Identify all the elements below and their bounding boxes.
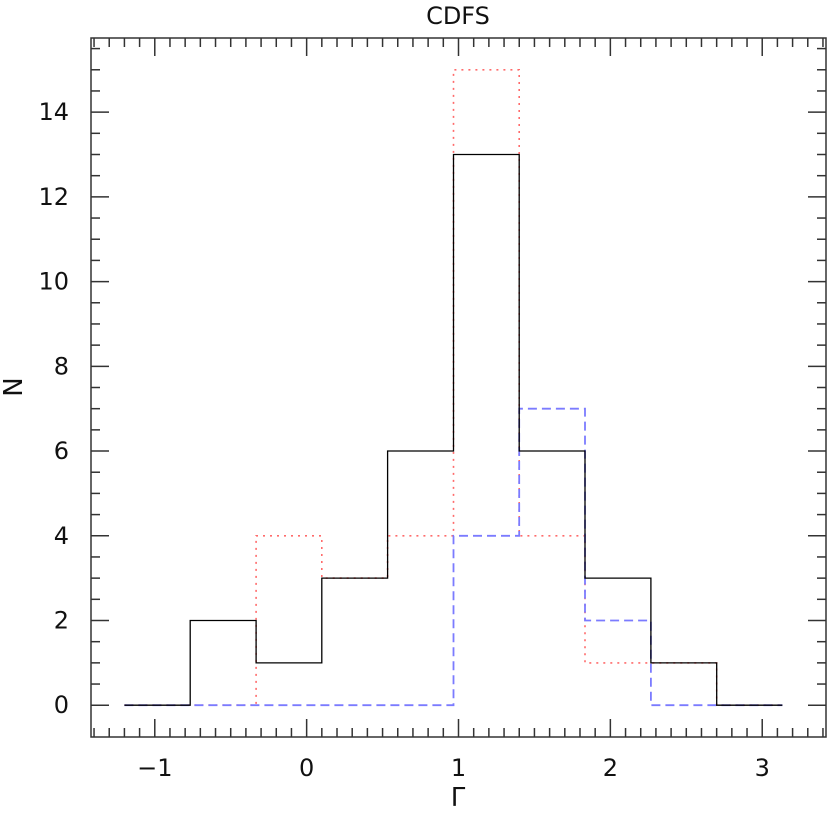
chart-title: CDFS — [426, 2, 490, 30]
series-layer — [124, 69, 783, 707]
y-tick-label: 2 — [54, 607, 69, 635]
x-tick-label: 1 — [451, 754, 466, 782]
y-tick-label: 12 — [38, 183, 69, 211]
y-axis-title: N — [0, 377, 29, 396]
y-tick-label: 0 — [54, 691, 69, 719]
y-tick-label: 8 — [54, 352, 69, 380]
y-tick-label: 10 — [38, 268, 69, 296]
histogram-series-dashed — [124, 407, 783, 707]
x-tick-label: 3 — [755, 754, 770, 782]
x-axis-title: Γ — [451, 783, 466, 813]
x-tick-label: −1 — [137, 754, 172, 782]
y-tick-label: 6 — [54, 437, 69, 465]
x-tick-label: 0 — [299, 754, 314, 782]
histogram-series-solid — [124, 153, 783, 706]
y-tick-label: 4 — [54, 522, 69, 550]
x-tick-label: 2 — [603, 754, 618, 782]
y-tick-label: 14 — [38, 98, 69, 126]
plot-frame — [90, 37, 827, 738]
